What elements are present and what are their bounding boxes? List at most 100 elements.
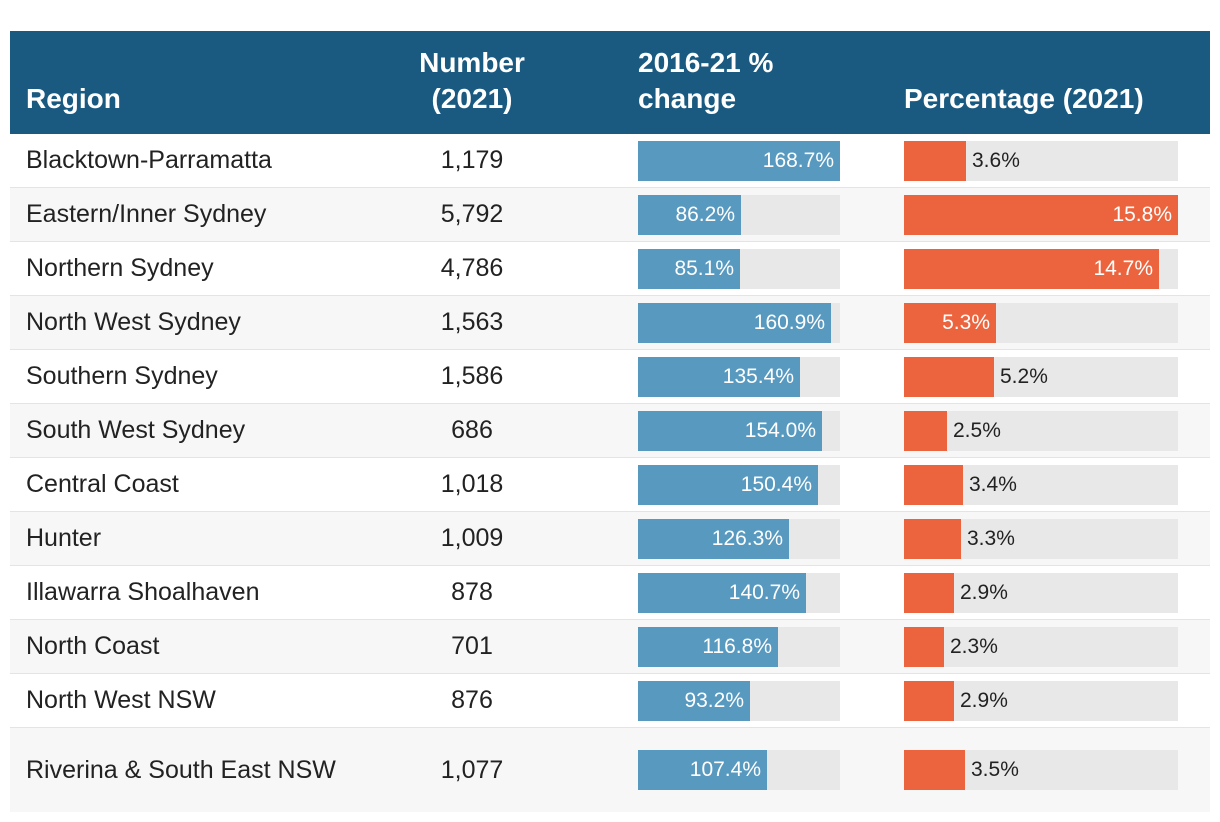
change-label: 107.4% xyxy=(689,758,761,781)
region-name: Central Coast xyxy=(26,470,179,498)
percentage-label: 3.4% xyxy=(969,472,1017,496)
change-bar-track: 150.4% xyxy=(638,464,840,505)
region-name: Northern Sydney xyxy=(26,254,214,282)
percentage-label: 3.5% xyxy=(971,758,1019,781)
percentage-bar xyxy=(904,750,965,790)
number-value: 878 xyxy=(451,578,493,606)
percentage-label: 5.3% xyxy=(942,310,990,334)
header-change-label: 2016-21 % change xyxy=(638,47,774,114)
percentage-label: 2.9% xyxy=(960,688,1008,712)
change-label: 168.7% xyxy=(762,148,834,172)
percentage-bar-track: 3.5% xyxy=(904,750,1178,790)
percentage-bar xyxy=(904,626,944,667)
number-value: 1,009 xyxy=(440,524,504,552)
change-bar-track: 168.7% xyxy=(638,140,840,181)
change-bar xyxy=(638,750,767,790)
percentage-bar-track: 14.7% xyxy=(904,248,1178,289)
change-label: 160.9% xyxy=(753,310,825,334)
table-row: North West Sydney 1,563 160.9% 5.3% xyxy=(10,296,1210,350)
percentage-label: 15.8% xyxy=(1112,202,1172,226)
change-bar xyxy=(638,572,806,613)
change-bar xyxy=(638,410,822,451)
percentage-bar xyxy=(904,248,1159,289)
change-bar xyxy=(638,680,750,721)
number-value: 1,586 xyxy=(440,362,504,390)
change-label: 86.2% xyxy=(675,202,735,226)
percentage-label: 2.5% xyxy=(953,418,1001,442)
number-value: 1,077 xyxy=(440,755,504,784)
data-table: Region Number (2021) 2016-21 % change Pe… xyxy=(10,31,1210,812)
percentage-label: 2.3% xyxy=(950,634,998,658)
region-name: Illawarra Shoalhaven xyxy=(26,578,260,606)
number-value: 1,179 xyxy=(440,146,504,174)
percentage-bar-track: 3.6% xyxy=(904,140,1178,181)
change-label: 85.1% xyxy=(674,256,734,280)
change-bar xyxy=(638,140,840,181)
change-label: 93.2% xyxy=(684,688,744,712)
change-bar-track: 85.1% xyxy=(638,248,840,289)
change-label: 154.0% xyxy=(744,418,816,442)
number-value: 1,018 xyxy=(440,470,504,498)
region-name: Southern Sydney xyxy=(26,362,218,390)
table-body: Blacktown-Parramatta 1,179 168.7% 3.6% Easte… xyxy=(10,134,1210,812)
table-row: North West NSW 876 93.2% 2.9% xyxy=(10,674,1210,728)
percentage-bar-track: 5.2% xyxy=(904,356,1178,397)
percentage-bar xyxy=(904,194,1178,235)
change-bar xyxy=(638,464,818,505)
change-bar xyxy=(638,248,740,289)
region-name: Hunter xyxy=(26,524,102,552)
change-bar-track: 126.3% xyxy=(638,518,840,559)
change-bar-track: 86.2% xyxy=(638,194,840,235)
region-name: Blacktown-Parramatta xyxy=(26,146,272,174)
percentage-label: 3.6% xyxy=(972,148,1020,172)
percentage-label: 5.2% xyxy=(1000,364,1048,388)
region-name: North West Sydney xyxy=(26,308,241,336)
percentage-bar-track: 2.9% xyxy=(904,680,1178,721)
number-value: 4,786 xyxy=(440,254,504,282)
change-label: 150.4% xyxy=(740,472,812,496)
header-number-label: Number (2021) xyxy=(419,47,525,114)
change-label: 140.7% xyxy=(728,580,800,604)
change-bar-track: 135.4% xyxy=(638,356,840,397)
number-value: 701 xyxy=(451,632,493,660)
percentage-label: 14.7% xyxy=(1093,256,1153,280)
percentage-bar xyxy=(904,680,954,721)
percentage-bar xyxy=(904,140,966,181)
change-bar-track: 140.7% xyxy=(638,572,840,613)
number-value: 1,563 xyxy=(440,308,504,336)
percentage-bar-track: 2.9% xyxy=(904,572,1178,613)
header-region: Region xyxy=(26,83,121,114)
header-percentage: Percentage (2021) xyxy=(904,83,1144,114)
percentage-bar xyxy=(904,302,996,343)
percentage-bar-track: 2.3% xyxy=(904,626,1178,667)
change-bar-track: 93.2% xyxy=(638,680,840,721)
change-bar xyxy=(638,194,741,235)
percentage-bar xyxy=(904,410,947,451)
percentage-bar-track: 3.4% xyxy=(904,464,1178,505)
percentage-label: 2.9% xyxy=(960,580,1008,604)
percentage-label: 3.3% xyxy=(967,526,1015,550)
region-name: North West NSW xyxy=(26,686,216,714)
header-change: 2016-21 % change xyxy=(638,45,808,117)
table-row: South West Sydney 686 154.0% 2.5% xyxy=(10,404,1210,458)
change-label: 135.4% xyxy=(722,364,794,388)
change-bar-track: 107.4% xyxy=(638,750,840,790)
change-bar xyxy=(638,356,800,397)
region-name: Riverina & South East NSW xyxy=(26,755,336,784)
table-row: North Coast 701 116.8% 2.3% xyxy=(10,620,1210,674)
percentage-bar xyxy=(904,464,963,505)
change-bar xyxy=(638,626,778,667)
percentage-bar xyxy=(904,572,954,613)
change-bar xyxy=(638,302,831,343)
table-row: Eastern/Inner Sydney 5,792 86.2% 15.8% xyxy=(10,188,1210,242)
table-row: Blacktown-Parramatta 1,179 168.7% 3.6% xyxy=(10,134,1210,188)
percentage-bar-track: 2.5% xyxy=(904,410,1178,451)
percentage-bar-track: 5.3% xyxy=(904,302,1178,343)
percentage-bar-track: 3.3% xyxy=(904,518,1178,559)
table-row: Hunter 1,009 126.3% 3.3% xyxy=(10,512,1210,566)
table-row: Northern Sydney 4,786 85.1% 14.7% xyxy=(10,242,1210,296)
table-header: Region Number (2021) 2016-21 % change Pe… xyxy=(10,31,1210,134)
change-bar-track: 154.0% xyxy=(638,410,840,451)
number-value: 876 xyxy=(451,686,493,714)
table-row: Riverina & South East NSW 1,077 107.4% 3.5% xyxy=(10,728,1210,812)
